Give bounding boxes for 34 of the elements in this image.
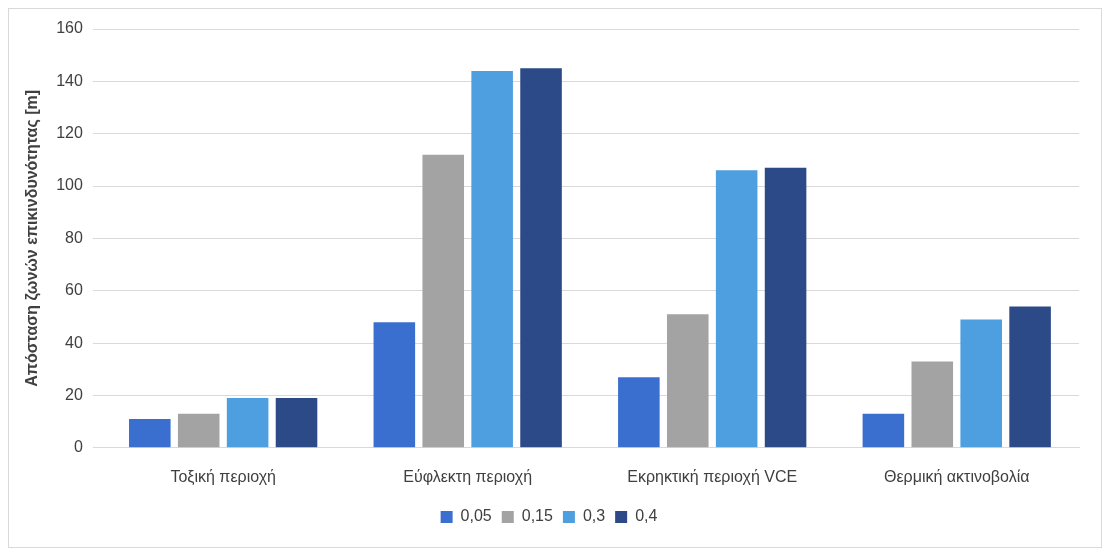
bar bbox=[666, 314, 709, 448]
y-tick-label: 120 bbox=[56, 124, 83, 142]
bar bbox=[960, 319, 1002, 448]
bar bbox=[129, 419, 171, 448]
y-tick-label: 80 bbox=[65, 228, 83, 246]
bar bbox=[1009, 306, 1051, 448]
bar bbox=[715, 170, 758, 448]
legend-label: 0,4 bbox=[635, 507, 658, 525]
bar bbox=[764, 167, 807, 448]
bar bbox=[226, 398, 269, 448]
legend-label: 0,05 bbox=[460, 507, 492, 525]
y-tick-label: 20 bbox=[65, 385, 83, 403]
x-tick-label: Εύφλεκτη περιοχή bbox=[403, 467, 533, 485]
y-tick-label: 0 bbox=[73, 438, 83, 456]
bar bbox=[373, 322, 416, 448]
x-tick-label: Θερμική ακτινοβολία bbox=[884, 467, 1030, 485]
bar bbox=[471, 70, 513, 448]
bar bbox=[275, 398, 318, 448]
x-tick-label: Εκρηκτική περιοχή VCE bbox=[627, 467, 798, 485]
y-tick-label: 40 bbox=[65, 333, 83, 351]
legend-label: 0,15 bbox=[521, 507, 553, 525]
y-tick-label: 100 bbox=[56, 176, 83, 194]
bar bbox=[911, 361, 954, 448]
bar bbox=[862, 413, 905, 448]
bar bbox=[422, 154, 465, 448]
x-tick-label: Τοξική περιοχή bbox=[170, 467, 276, 486]
bar bbox=[618, 377, 660, 448]
y-tick-label: 160 bbox=[56, 19, 83, 37]
bar bbox=[177, 413, 220, 448]
legend-label: 0,3 bbox=[582, 507, 606, 525]
y-tick-label: 140 bbox=[56, 71, 83, 89]
bar bbox=[520, 68, 562, 448]
y-axis-title: Απόσταση ζωνών επικινδυνότητας [m] bbox=[23, 89, 42, 387]
y-tick-label: 60 bbox=[65, 281, 83, 299]
